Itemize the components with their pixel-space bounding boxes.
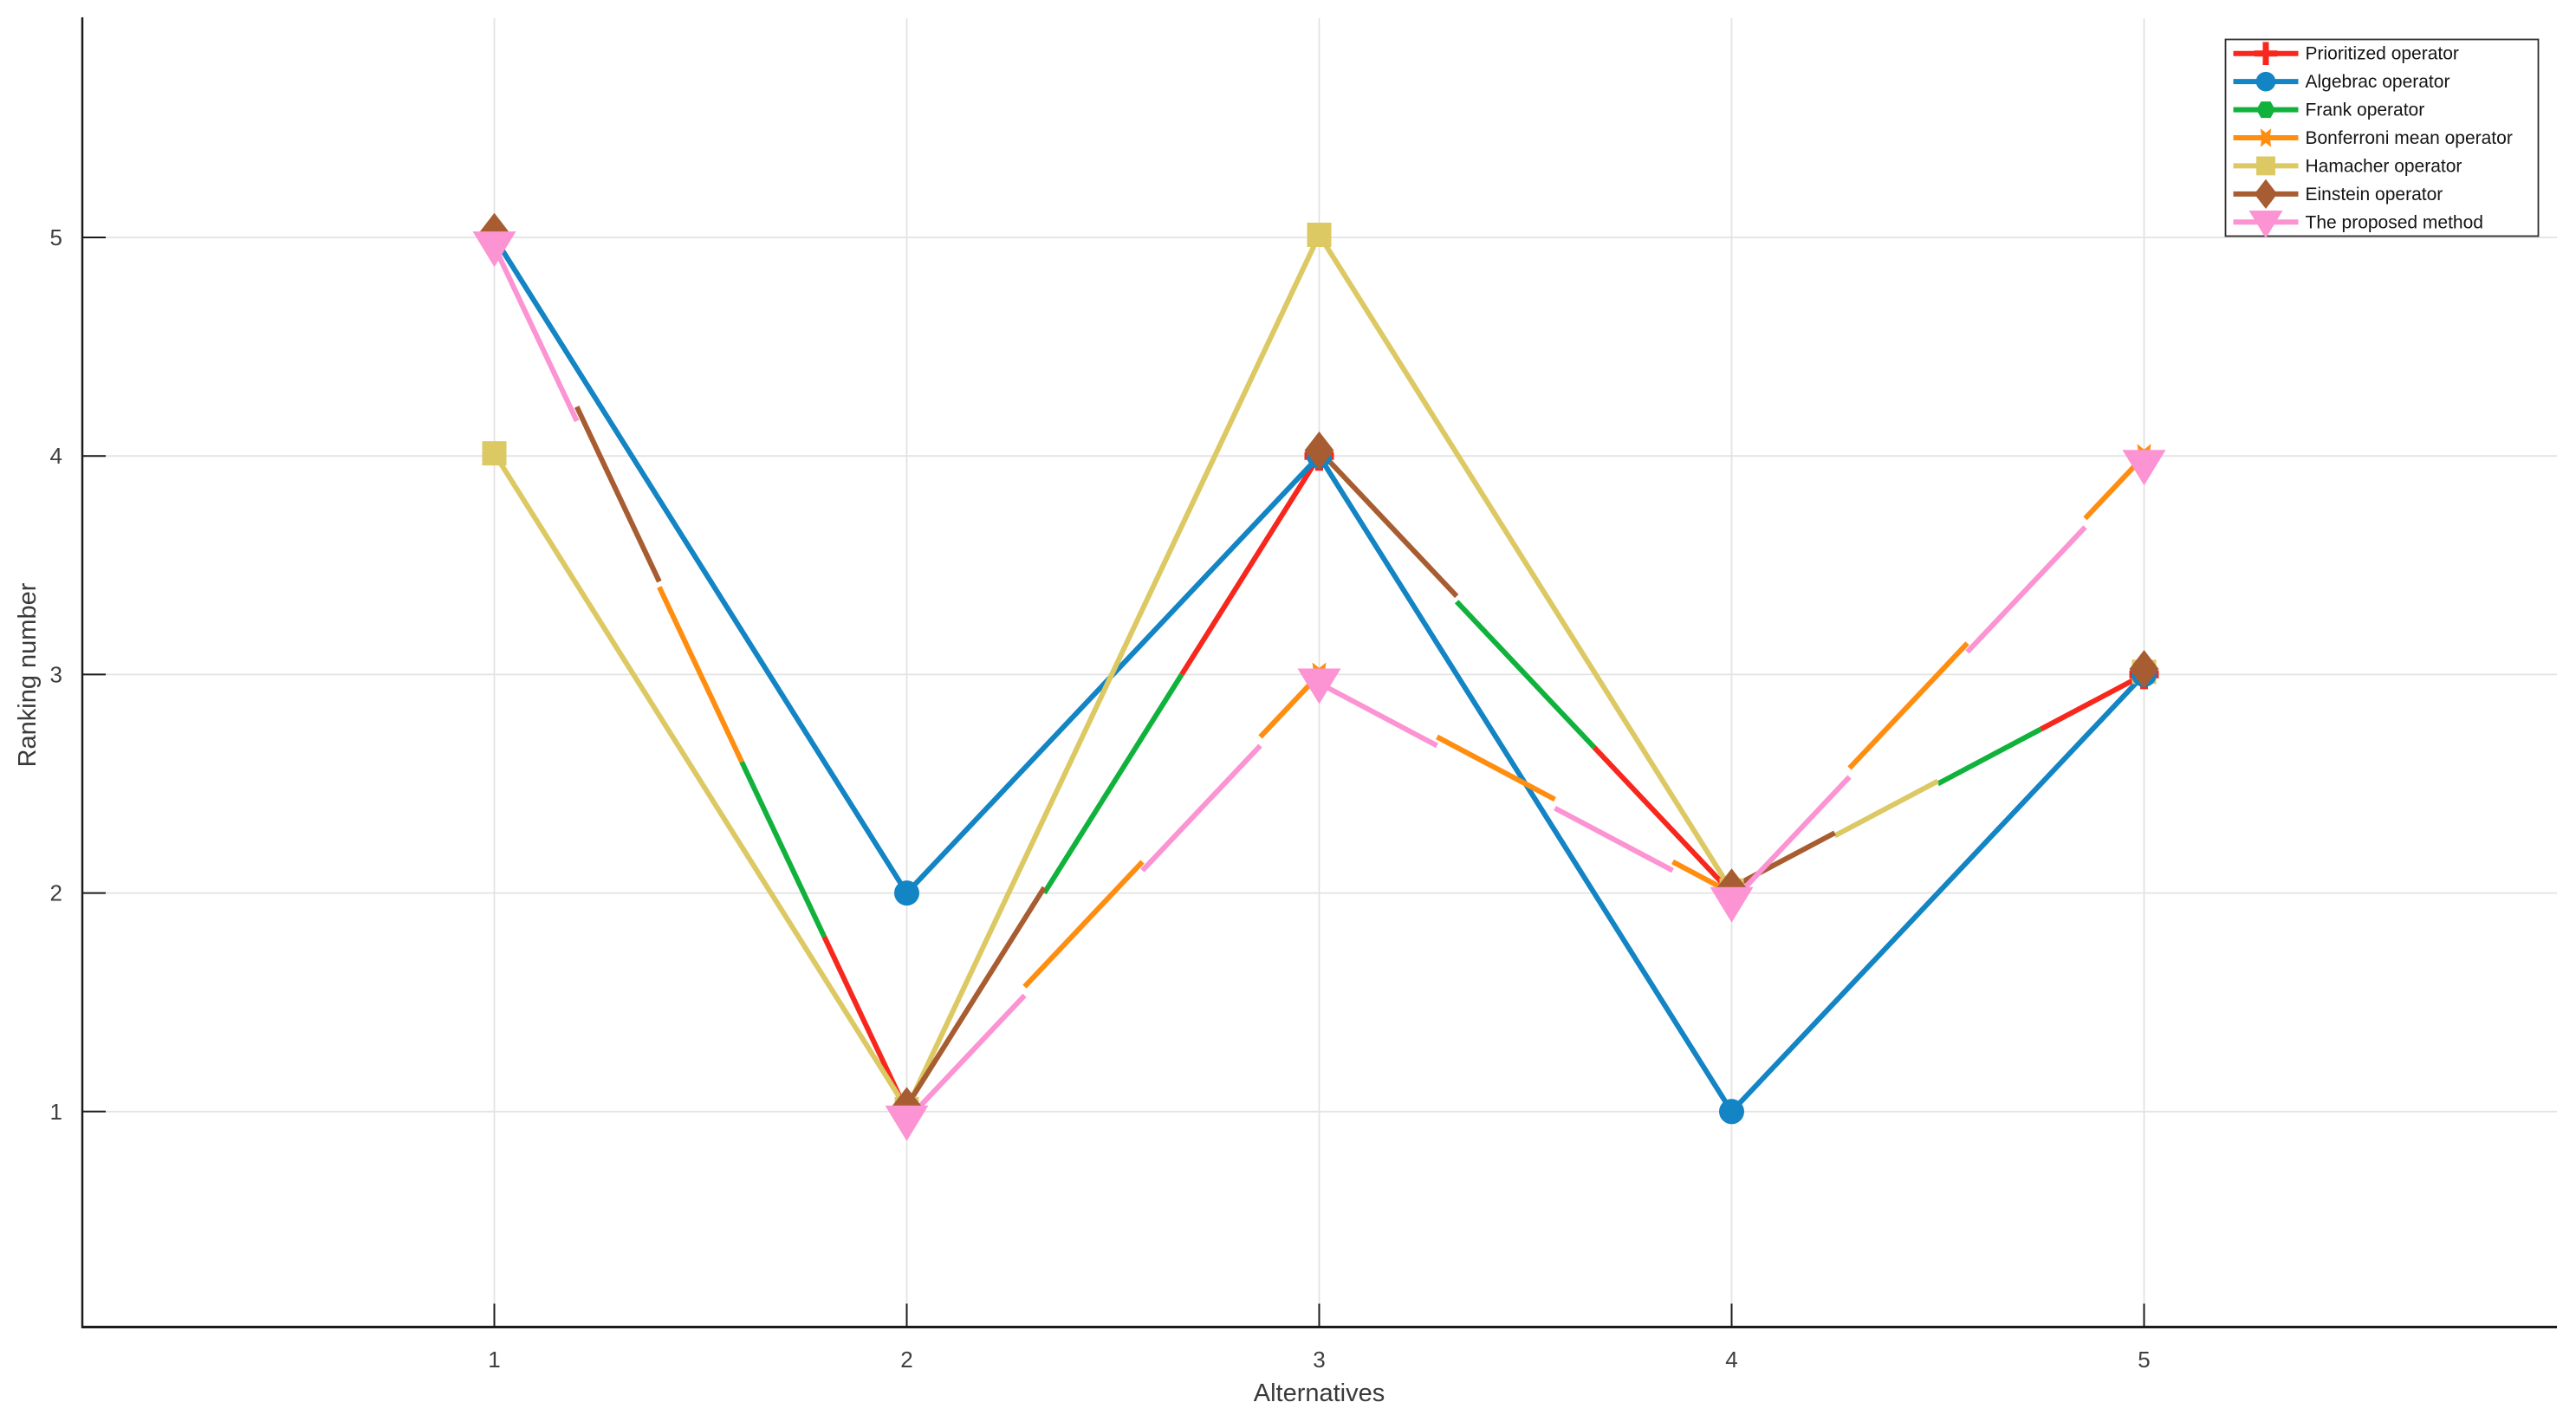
legend-item-prioritized-operator: Prioritized operator — [2233, 42, 2459, 65]
x-tick-label-4: 4 — [1725, 1347, 1737, 1373]
tick-labels: 1 2 3 4 5 1 2 3 4 5 — [50, 224, 2151, 1373]
segment-algebrac-operator-1 — [491, 236, 910, 895]
segment-the-proposed-method-4 — [1729, 463, 2146, 904]
legend-label-frank-operator: Frank operator — [2306, 101, 2425, 120]
marker-hamacher-operator-x3 — [1307, 222, 1332, 247]
legend-item-einstein-operator: Einstein operator — [2233, 178, 2443, 210]
axes — [81, 17, 2557, 1328]
series-marker-group-the-proposed-method — [472, 231, 2166, 1141]
y-tick-label-3: 3 — [50, 661, 62, 687]
segment-the-proposed-method-2 — [905, 681, 1321, 1122]
legend-marker-the-proposed-method — [2248, 211, 2283, 239]
series-line-the-proposed-method — [491, 244, 2146, 1122]
marker-einstein-operator-x3 — [1304, 431, 1334, 470]
segment-einstein-operator-4 — [1730, 666, 2145, 890]
x-axis-label: Alternatives — [1253, 1379, 1385, 1407]
legend-item-bonferroni-mean-operator: Bonferroni mean operator — [2233, 128, 2513, 148]
legend-label-the-proposed-method: The proposed method — [2306, 212, 2483, 232]
series-markers — [472, 212, 2166, 1141]
segment-hamacher-operator-2 — [904, 233, 1322, 1111]
segment-the-proposed-method-1 — [491, 244, 910, 1122]
segment-prioritized-operator-3 — [1317, 454, 1734, 895]
y-axis-label: Ranking number — [14, 582, 42, 768]
legend-marker-prioritized-operator — [2254, 42, 2278, 65]
segment-einstein-operator-2 — [904, 449, 1322, 1108]
segment-prioritized-operator-1 — [491, 236, 910, 1113]
series-line-prioritized-operator — [491, 236, 2145, 1113]
legend-item-frank-operator: Frank operator — [2233, 101, 2425, 120]
y-tick-label-2: 2 — [50, 880, 62, 906]
x-tick-label-1: 1 — [488, 1347, 500, 1373]
y-tick-label-5: 5 — [50, 224, 62, 250]
series-line-hamacher-operator — [491, 233, 2145, 1111]
marker-hamacher-operator-x1 — [482, 441, 507, 466]
marker-the-proposed-method-x1 — [472, 231, 516, 268]
legend-label-bonferroni-mean-operator: Bonferroni mean operator — [2306, 128, 2513, 148]
legend-label-einstein-operator: Einstein operator — [2306, 185, 2443, 204]
segment-hamacher-operator-4 — [1730, 669, 2145, 893]
segment-bonferroni-mean-operator-1 — [491, 236, 910, 1113]
marker-the-proposed-method-x3 — [1297, 668, 1341, 704]
legend-item-hamacher-operator: Hamacher operator — [2233, 156, 2462, 176]
marker-einstein-operator-x5 — [2129, 650, 2159, 689]
legend-item-algebrac-operator: Algebrac operator — [2233, 71, 2450, 92]
legend-marker-algebrac-operator — [2255, 71, 2276, 92]
segment-bonferroni-mean-operator-4 — [1729, 454, 2146, 895]
segment-einstein-operator-3 — [1317, 448, 1734, 890]
legend-label-algebrac-operator: Algebrac operator — [2306, 72, 2450, 92]
x-tick-label-2: 2 — [900, 1347, 912, 1373]
segment-prioritized-operator-4 — [1730, 672, 2145, 896]
segment-hamacher-operator-3 — [1316, 233, 1735, 892]
legend-marker-einstein-operator — [2254, 178, 2278, 210]
legend-marker-frank-operator — [2256, 101, 2275, 119]
series-lines — [491, 230, 2146, 1122]
segment-hamacher-operator-1 — [491, 451, 910, 1111]
y-tick-label-4: 4 — [50, 443, 62, 469]
legend: Prioritized operator Algebrac operator Fra… — [2224, 38, 2540, 239]
segment-bonferroni-mean-operator-2 — [905, 672, 1321, 1113]
legend-marker-bonferroni-mean-operator — [2255, 128, 2277, 147]
segment-bonferroni-mean-operator-3 — [1318, 672, 1733, 896]
legend-marker-hamacher-operator — [2256, 156, 2275, 176]
legend-item-the-proposed-method: The proposed method — [2233, 211, 2483, 239]
marker-the-proposed-method-x5 — [2122, 450, 2166, 486]
legend-label-hamacher-operator: Hamacher operator — [2306, 156, 2462, 176]
segment-frank-operator-3 — [1317, 454, 1734, 895]
segment-frank-operator-2 — [904, 454, 1322, 1113]
segment-the-proposed-method-3 — [1318, 680, 1733, 905]
marker-algebrac-operator-x2 — [894, 880, 919, 906]
series-line-bonferroni-mean-operator — [491, 236, 2146, 1113]
legend-label-prioritized-operator: Prioritized operator — [2306, 44, 2459, 64]
series-line-einstein-operator — [491, 230, 2145, 1108]
marker-the-proposed-method-x2 — [885, 1105, 929, 1141]
x-tick-label-3: 3 — [1313, 1347, 1325, 1373]
segment-prioritized-operator-2 — [904, 454, 1322, 1113]
y-tick-label-1: 1 — [50, 1099, 62, 1125]
x-tick-label-5: 5 — [2138, 1347, 2150, 1373]
marker-algebrac-operator-x4 — [1719, 1099, 1744, 1125]
marker-the-proposed-method-x4 — [1710, 886, 1754, 923]
segment-algebrac-operator-4 — [1729, 672, 2146, 1113]
